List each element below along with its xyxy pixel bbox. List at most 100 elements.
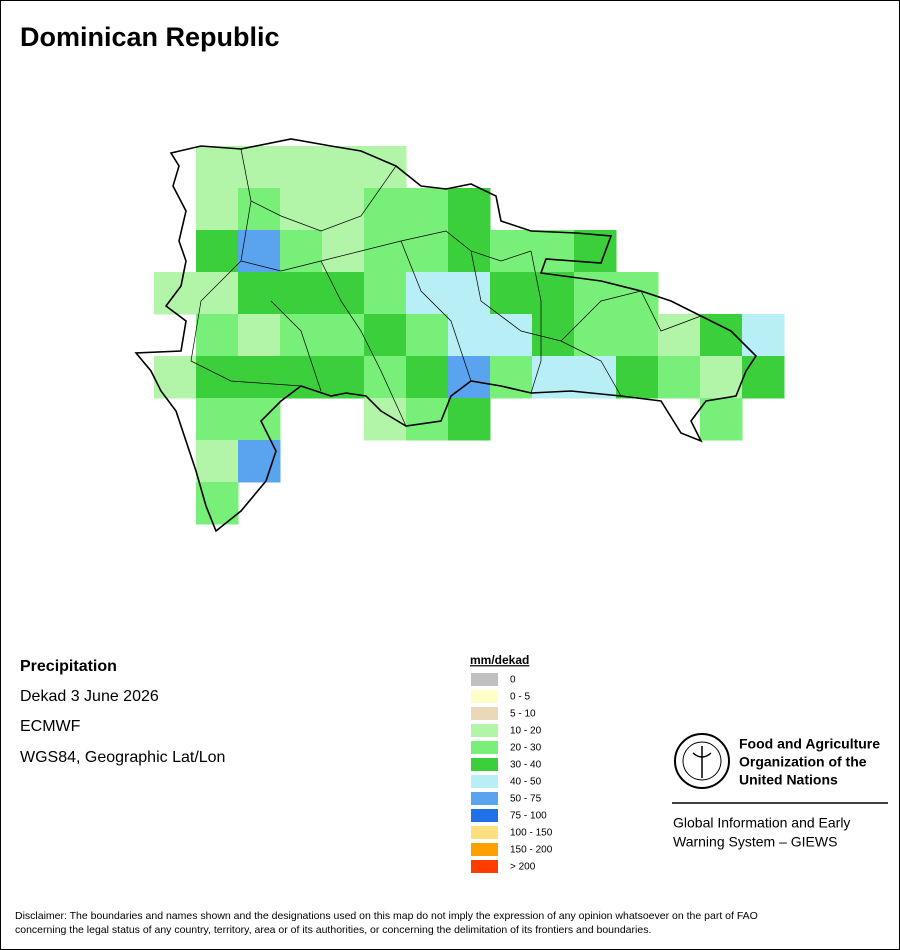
grid-cell	[406, 188, 449, 231]
grid-cell	[196, 188, 239, 231]
grid-cell	[406, 272, 449, 315]
grid-cell	[196, 272, 239, 315]
org-line: Organization of the	[739, 754, 867, 770]
grid-cell	[322, 146, 365, 189]
grid-cell	[238, 356, 281, 399]
grid-cell	[238, 272, 281, 315]
fao-logo	[674, 733, 730, 789]
legend-swatch	[471, 724, 498, 737]
grid-cell	[448, 356, 491, 399]
grid-cell	[196, 482, 239, 525]
system-line: Warning System – GIEWS	[673, 834, 837, 850]
grid-cell	[196, 398, 239, 441]
grid-cell	[364, 146, 407, 189]
system-name: Global Information and Early Warning Syst…	[673, 815, 850, 850]
grid-cell	[742, 356, 785, 399]
grid-cell	[280, 272, 323, 315]
grid-cell	[490, 272, 533, 315]
grid-cell	[406, 230, 449, 273]
legend-label: > 200	[510, 862, 536, 873]
grid-cell	[616, 272, 659, 315]
grid-cell	[406, 314, 449, 357]
grid-cell	[280, 146, 323, 189]
grid-cell	[364, 188, 407, 231]
grid-cell	[574, 314, 617, 357]
grid-cell	[658, 356, 701, 399]
legend-label: 5 - 10	[510, 709, 536, 720]
grid-cell	[322, 188, 365, 231]
grid-cell	[364, 314, 407, 357]
grid-cell	[364, 272, 407, 315]
grid-cell	[154, 356, 197, 399]
grid-cell	[532, 230, 575, 273]
legend-swatch	[471, 741, 498, 754]
grid-cell	[196, 356, 239, 399]
legend-swatch	[471, 860, 498, 873]
org-line: Food and Agriculture	[739, 736, 880, 752]
precip-grid	[154, 146, 785, 525]
grid-cell	[574, 230, 617, 273]
legend-label: 40 - 50	[510, 777, 542, 788]
variable-label: Precipitation	[20, 658, 117, 675]
grid-cell	[196, 230, 239, 273]
legend-label: 20 - 30	[510, 743, 542, 754]
legend-swatch	[471, 707, 498, 720]
grid-cell	[364, 230, 407, 273]
legend-swatch	[471, 690, 498, 703]
legend-title: mm/dekad	[470, 653, 529, 667]
grid-cell	[616, 314, 659, 357]
legend-swatch	[471, 758, 498, 771]
grid-cell	[448, 314, 491, 357]
grid-cell	[322, 230, 365, 273]
grid-cell	[238, 188, 281, 231]
legend-label: 0 - 5	[510, 692, 530, 703]
grid-cell	[448, 230, 491, 273]
disclaimer-line: concerning the legal status of any count…	[15, 924, 651, 936]
grid-cell	[700, 398, 743, 441]
legend-swatch	[471, 673, 498, 686]
grid-cell	[238, 146, 281, 189]
legend-label: 100 - 150	[510, 828, 553, 839]
grid-cell	[238, 398, 281, 441]
grid-cell	[532, 272, 575, 315]
period-label: Dekad 3 June 2026	[20, 688, 159, 705]
legend-swatch	[471, 775, 498, 788]
legend-label: 30 - 40	[510, 760, 542, 771]
grid-cell	[238, 314, 281, 357]
grid-cell	[658, 314, 701, 357]
grid-cell	[196, 314, 239, 357]
grid-cell	[616, 356, 659, 399]
system-line: Global Information and Early	[673, 815, 850, 831]
legend-swatch	[471, 826, 498, 839]
province-boundaries	[190, 148, 702, 427]
legend-swatch	[471, 792, 498, 805]
grid-cell	[742, 314, 785, 357]
legend: 0 0 - 5 5 - 10 10 - 20 20 - 30 30 - 40 40 - 50…	[471, 673, 553, 873]
grid-cell	[196, 440, 239, 483]
legend-label: 75 - 100	[510, 811, 547, 822]
grid-cell	[280, 188, 323, 231]
grid-cell	[448, 272, 491, 315]
disclaimer-line: Disclaimer: The boundaries and names sho…	[15, 910, 758, 922]
grid-cell	[448, 188, 491, 231]
disclaimer: Disclaimer: The boundaries and names sho…	[15, 910, 758, 936]
grid-cell	[322, 272, 365, 315]
projection-label: WGS84, Geographic Lat/Lon	[20, 749, 225, 766]
grid-cell	[448, 398, 491, 441]
grid-cell	[700, 356, 743, 399]
grid-cell	[364, 356, 407, 399]
org-name: Food and Agriculture Organization of the U…	[739, 736, 880, 788]
grid-cell	[280, 230, 323, 273]
grid-cell	[280, 314, 323, 357]
legend-label: 50 - 75	[510, 794, 542, 805]
grid-cell	[490, 314, 533, 357]
grid-cell	[196, 146, 239, 189]
grid-cell	[490, 230, 533, 273]
legend-swatch	[471, 809, 498, 822]
map-title: Dominican Republic	[20, 22, 280, 52]
org-line: United Nations	[739, 772, 838, 788]
grid-cell	[322, 314, 365, 357]
grid-cell	[322, 356, 365, 399]
